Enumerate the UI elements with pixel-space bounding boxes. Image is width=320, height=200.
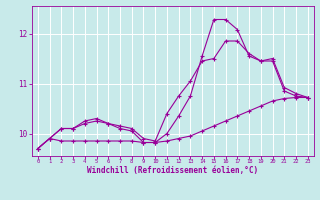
X-axis label: Windchill (Refroidissement éolien,°C): Windchill (Refroidissement éolien,°C) <box>87 166 258 175</box>
